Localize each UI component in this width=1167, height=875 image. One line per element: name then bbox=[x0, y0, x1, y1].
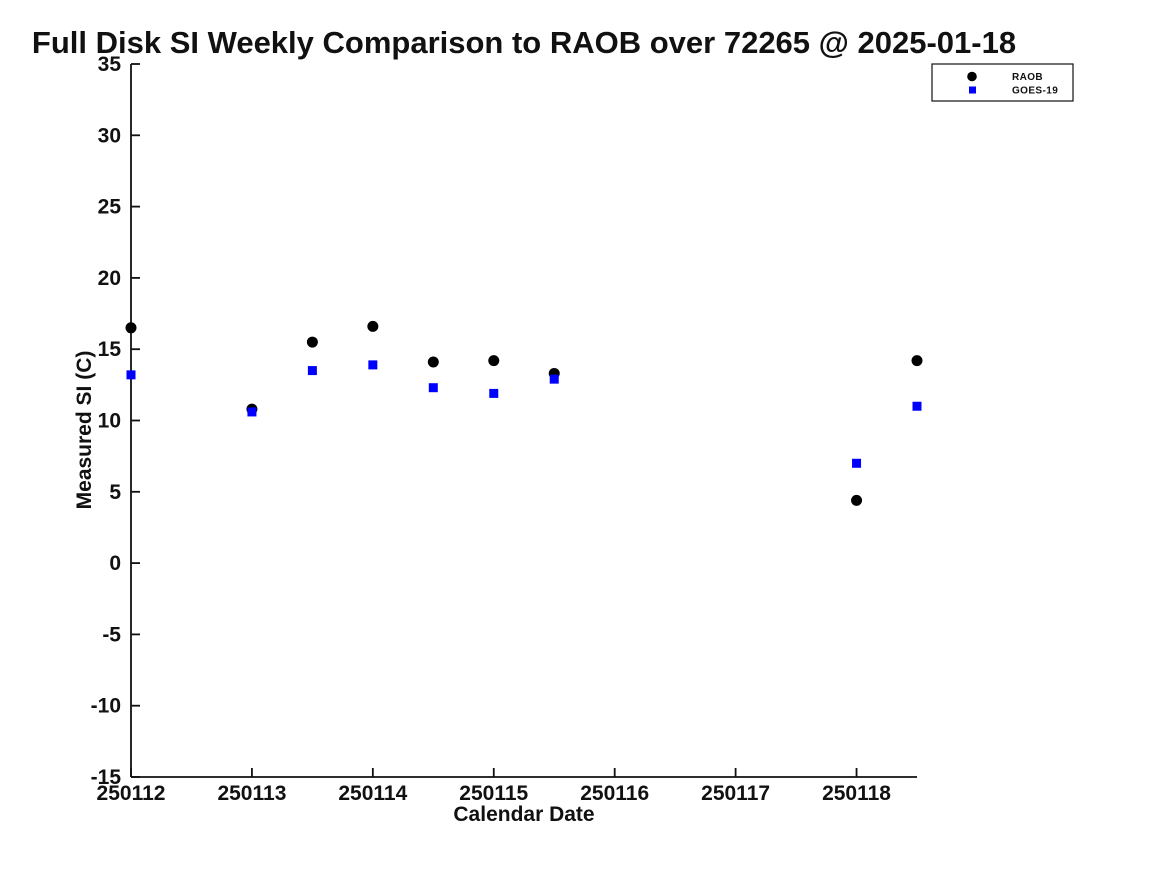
legend-label-raob: RAOB bbox=[1012, 72, 1043, 83]
legend-label-goes19: GOES-19 bbox=[1012, 86, 1058, 97]
goes19-point bbox=[247, 407, 257, 417]
goes19-point bbox=[428, 383, 438, 393]
y-axis-ticks: -15 -10 -5 0 5 10 15 20 25 30 35 bbox=[91, 53, 140, 789]
goes19-point bbox=[852, 458, 862, 468]
goes19-point bbox=[912, 401, 922, 411]
legend: RAOB GOES-19 bbox=[931, 63, 1074, 102]
y-tick-label: 35 bbox=[98, 53, 122, 76]
x-axis-ticks: 250112 250113 250114 250115 250116 250117 2501… bbox=[97, 768, 891, 805]
x-tick-label: 250116 bbox=[580, 782, 649, 805]
x-tick-label: 250114 bbox=[338, 782, 407, 805]
x-tick-label: 250118 bbox=[822, 782, 891, 805]
axes-frame bbox=[130, 64, 917, 778]
y-tick-label: -15 bbox=[91, 766, 122, 789]
raob-point bbox=[125, 322, 137, 334]
y-tick-label: 15 bbox=[98, 338, 122, 361]
y-tick-label: -5 bbox=[102, 623, 121, 646]
x-tick-label: 250112 bbox=[97, 782, 166, 805]
y-tick-label: 0 bbox=[109, 552, 121, 575]
goes19-point bbox=[489, 388, 499, 398]
goes19-point bbox=[307, 366, 317, 376]
raob-point bbox=[488, 355, 500, 367]
x-tick-label: 250113 bbox=[217, 782, 286, 805]
raob-point bbox=[427, 356, 439, 368]
y-tick-label: -10 bbox=[91, 695, 121, 718]
goes19-point bbox=[126, 370, 136, 380]
x-tick-label: 250117 bbox=[701, 782, 770, 805]
y-tick-label: 10 bbox=[98, 410, 121, 433]
y-axis-label: Measured SI (C) bbox=[73, 351, 96, 510]
y-tick-label: 5 bbox=[109, 481, 121, 504]
goes19-point bbox=[549, 374, 559, 384]
raob-point bbox=[851, 494, 863, 506]
y-tick-label: 25 bbox=[98, 196, 122, 219]
legend-box bbox=[931, 63, 1074, 102]
raob-point bbox=[911, 355, 923, 367]
y-tick-label: 30 bbox=[98, 124, 121, 147]
x-axis-label: Calendar Date bbox=[453, 803, 594, 826]
x-tick-label: 250115 bbox=[459, 782, 528, 805]
raob-point bbox=[306, 336, 318, 348]
legend-marker-raob-icon bbox=[967, 71, 977, 82]
raob-point bbox=[367, 320, 379, 332]
chart-title: Full Disk SI Weekly Comparison to RAOB o… bbox=[32, 25, 1016, 60]
data-points bbox=[125, 320, 923, 506]
legend-marker-goes19-icon bbox=[969, 86, 976, 94]
y-tick-label: 20 bbox=[98, 267, 121, 290]
goes19-point bbox=[368, 360, 378, 370]
